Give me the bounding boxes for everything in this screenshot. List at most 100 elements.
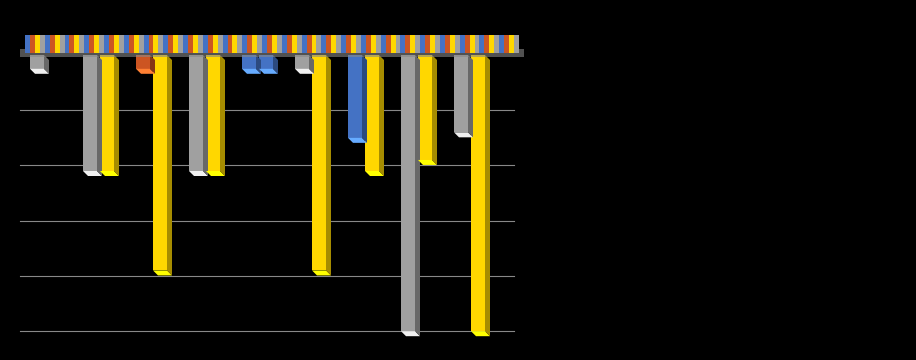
Bar [346, 35, 351, 53]
Polygon shape [379, 55, 384, 176]
Bar [365, 35, 371, 53]
Bar [376, 35, 381, 53]
Bar [138, 35, 144, 53]
Bar [188, 35, 193, 53]
Bar [316, 35, 322, 53]
Bar [322, 35, 326, 53]
Bar [213, 35, 218, 53]
Bar [49, 35, 55, 53]
Polygon shape [150, 55, 155, 74]
Polygon shape [295, 69, 314, 74]
Bar [464, 35, 470, 53]
Bar [178, 35, 183, 53]
Bar [292, 35, 297, 53]
Bar [495, 35, 499, 53]
Polygon shape [471, 331, 490, 336]
Bar [124, 35, 129, 53]
Bar [247, 35, 252, 53]
Bar [425, 35, 431, 53]
Polygon shape [273, 55, 278, 74]
Bar [485, 35, 489, 53]
Polygon shape [220, 55, 225, 176]
Bar [206, 55, 220, 171]
Bar [35, 35, 39, 53]
Bar [129, 35, 134, 53]
Bar [169, 35, 173, 53]
Polygon shape [100, 171, 119, 176]
Bar [20, 49, 524, 57]
Bar [356, 35, 361, 53]
Bar [307, 35, 311, 53]
Bar [454, 55, 468, 132]
Bar [401, 55, 415, 331]
Bar [406, 35, 410, 53]
Bar [173, 35, 178, 53]
Bar [471, 55, 485, 331]
Bar [39, 35, 45, 53]
Bar [504, 35, 509, 53]
Polygon shape [203, 55, 208, 176]
Bar [153, 55, 167, 270]
Bar [460, 35, 464, 53]
Polygon shape [348, 138, 367, 143]
Bar [218, 35, 223, 53]
Polygon shape [418, 160, 437, 165]
Bar [104, 35, 109, 53]
Bar [390, 35, 396, 53]
Bar [361, 35, 365, 53]
Bar [410, 35, 415, 53]
Bar [420, 35, 425, 53]
Bar [94, 35, 99, 53]
Bar [311, 35, 316, 53]
Polygon shape [312, 270, 331, 275]
Bar [99, 35, 104, 53]
Bar [89, 35, 94, 53]
Polygon shape [485, 55, 490, 336]
Bar [365, 55, 379, 171]
Bar [348, 55, 362, 138]
Bar [499, 35, 504, 53]
Bar [134, 35, 138, 53]
Bar [341, 35, 346, 53]
Polygon shape [309, 55, 314, 74]
Bar [326, 35, 332, 53]
Bar [282, 35, 287, 53]
Bar [259, 55, 273, 69]
Bar [371, 35, 376, 53]
Bar [154, 35, 158, 53]
Polygon shape [432, 55, 437, 165]
Bar [70, 35, 74, 53]
Bar [30, 55, 44, 69]
Bar [489, 35, 495, 53]
Bar [277, 35, 282, 53]
Bar [479, 35, 485, 53]
Bar [295, 55, 309, 69]
Polygon shape [153, 270, 172, 275]
Bar [45, 35, 49, 53]
Bar [158, 35, 163, 53]
Bar [450, 35, 454, 53]
Bar [297, 35, 301, 53]
Bar [189, 55, 203, 171]
Polygon shape [83, 171, 102, 176]
Polygon shape [401, 331, 420, 336]
Bar [272, 35, 277, 53]
Bar [386, 35, 390, 53]
Bar [257, 35, 262, 53]
Bar [198, 35, 202, 53]
Bar [440, 35, 445, 53]
Bar [514, 35, 519, 53]
Bar [351, 35, 356, 53]
Polygon shape [189, 171, 208, 176]
Bar [418, 55, 432, 160]
Bar [74, 35, 80, 53]
Bar [381, 35, 386, 53]
Bar [262, 35, 267, 53]
Polygon shape [468, 55, 473, 137]
Bar [287, 35, 292, 53]
Bar [183, 35, 188, 53]
Bar [30, 35, 35, 53]
Bar [267, 35, 272, 53]
Bar [144, 35, 148, 53]
Bar [233, 35, 237, 53]
